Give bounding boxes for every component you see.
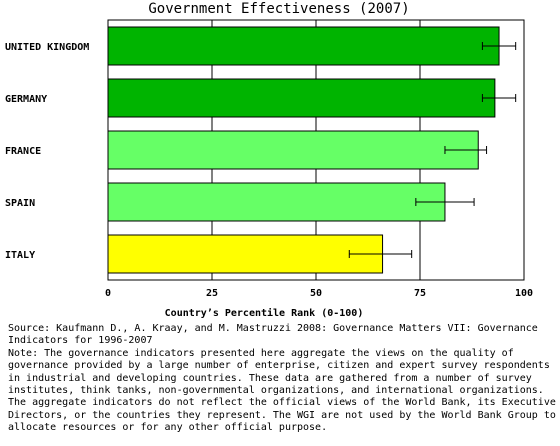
tick-label: 100	[515, 288, 533, 299]
category-label: SPAIN	[5, 198, 35, 209]
error-bar	[348, 250, 413, 258]
x-axis-label: Country’s Percentile Rank (0-100)	[165, 307, 364, 319]
error-bar	[481, 42, 517, 50]
tick-label: 50	[310, 288, 322, 299]
tick-label: 0	[105, 288, 111, 299]
bar	[107, 26, 500, 66]
source-note: Source: Kaufmann D., A. Kraay, and M. Ma…	[8, 323, 544, 347]
tick-label: 25	[206, 288, 218, 299]
disclaimer-note: Note: The governance indicators presente…	[8, 347, 556, 434]
bar	[107, 234, 384, 274]
category-label: FRANCE	[5, 146, 41, 157]
category-labels: UNITED KINGDOM GERMANY FRANCE SPAIN ITALY	[5, 42, 89, 261]
category-label: GERMANY	[5, 94, 47, 105]
bars	[107, 26, 517, 274]
x-axis-ticks: 0 25 50 75 100	[105, 288, 533, 299]
bar	[107, 78, 496, 118]
bar	[107, 130, 479, 170]
category-label: ITALY	[5, 250, 35, 261]
notes: Source: Kaufmann D., A. Kraay, and M. Ma…	[8, 323, 556, 435]
error-bar	[444, 146, 488, 154]
error-bar	[481, 94, 517, 102]
tick-label: 75	[414, 288, 426, 299]
category-label: UNITED KINGDOM	[5, 42, 89, 53]
error-bar	[415, 198, 475, 206]
chart-title: Government Effectiveness (2007)	[148, 1, 409, 17]
chart: Government Effectiveness (2007) UNITED K…	[5, 1, 533, 319]
bar	[107, 182, 446, 222]
